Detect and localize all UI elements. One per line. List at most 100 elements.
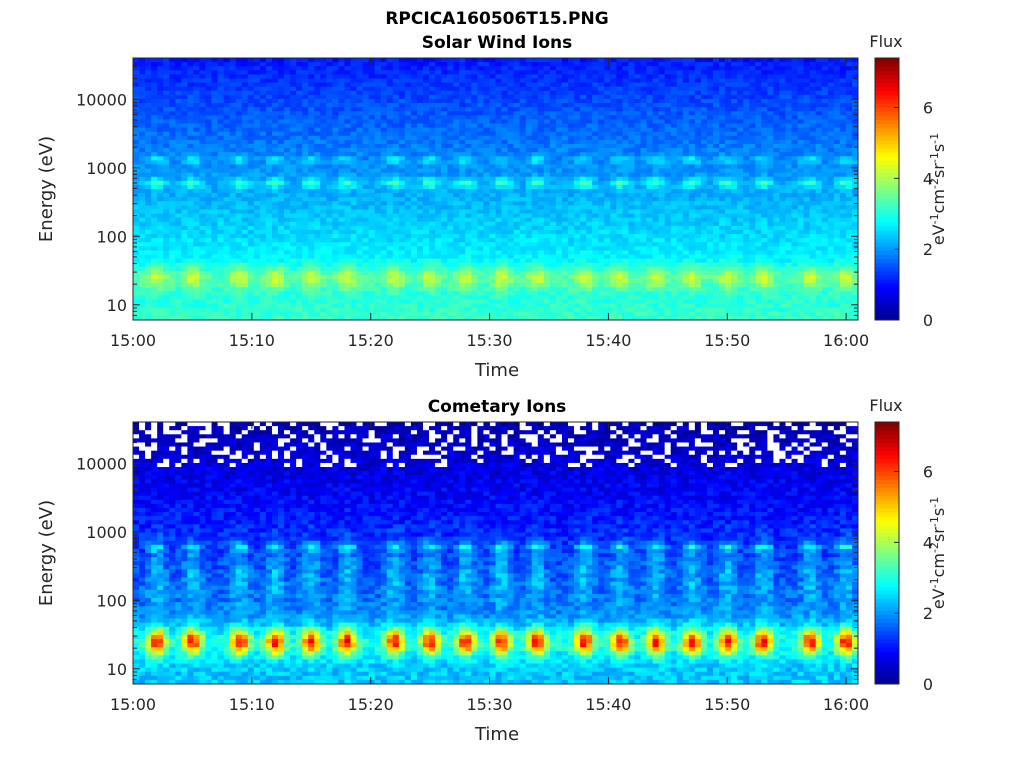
heatmap-cell [513,209,521,214]
heatmap-cell [241,287,249,292]
heatmap-cell [169,258,176,264]
heatmap-cell [247,303,255,309]
heatmap-cell [501,295,508,300]
heatmap-cell [574,115,581,120]
heatmap-cell [453,58,460,63]
heatmap-cell [525,238,533,243]
heatmap-cell [586,135,593,141]
heatmap-cell [537,205,545,210]
heatmap-cell [290,90,297,96]
heatmap-cell [586,152,593,157]
heatmap-cell [525,221,533,227]
heatmap-cell [429,250,436,255]
heatmap-cell [181,156,188,161]
heatmap-cell [471,143,478,149]
heatmap-cell [561,127,569,133]
heatmap-cell [531,119,539,124]
heatmap-cell [163,156,170,161]
heatmap-cell [181,254,188,259]
heatmap-cell [489,86,496,92]
heatmap-cell [139,303,146,309]
heatmap-cell [398,307,406,313]
heatmap-cell [592,213,599,219]
heatmap-cell [489,315,496,321]
heatmap-cell [531,217,539,223]
heatmap-cell [193,254,200,259]
heatmap-cell [296,172,303,178]
heatmap-cell [296,287,303,292]
heatmap-cell [169,62,176,67]
heatmap-cell [265,311,273,317]
heatmap-cell [537,238,545,243]
heatmap-cell [278,205,285,210]
heatmap-cell [344,311,351,317]
heatmap-cell [568,180,575,186]
heatmap-cell [241,283,249,288]
heatmap-cell [217,180,225,186]
heatmap-cell [235,250,243,255]
heatmap-cell [229,164,237,169]
heatmap-cell [163,107,170,112]
heatmap-cell [163,139,170,145]
heatmap-cell [513,205,521,210]
heatmap-cell [157,291,164,296]
heatmap-cell [519,82,527,88]
heatmap-cell [429,274,436,280]
heatmap-cell [537,152,545,157]
heatmap-cell [519,307,527,313]
heatmap-cell [356,62,363,67]
heatmap-cell [265,164,273,169]
heatmap-cell [386,78,394,83]
heatmap-cell [338,70,345,75]
heatmap-cell [314,184,321,190]
heatmap-cell [356,217,363,223]
heatmap-cell [537,107,545,112]
heatmap-cell [278,119,285,124]
heatmap-cell [574,254,581,259]
heatmap-cell [459,242,466,247]
heatmap-cell [525,111,533,116]
heatmap-cell [205,221,212,227]
heatmap-cell [477,234,484,239]
heatmap-cell [519,209,527,214]
heatmap-cell [163,307,170,313]
heatmap-cell [278,254,285,259]
heatmap-cell [139,98,146,104]
heatmap-cell [362,246,370,251]
heatmap-cell [398,189,406,194]
heatmap-cell [386,279,394,284]
heatmap-cell [537,307,545,313]
heatmap-cell [513,184,521,190]
heatmap-cell [555,111,563,116]
heatmap-cell [374,238,382,243]
heatmap-cell [193,156,200,161]
heatmap-cell [441,225,448,231]
heatmap-cell [374,221,382,227]
heatmap-cell [338,135,345,141]
heatmap-cell [290,205,297,210]
heatmap-cell [447,160,454,165]
heatmap-cell [374,205,382,210]
heatmap-cell [489,197,496,202]
heatmap-cell [549,234,557,239]
heatmap-cell [477,315,484,321]
heatmap-cell [543,131,551,137]
heatmap-cell [332,135,339,141]
heatmap-cell [284,90,291,96]
heatmap-cell [398,287,406,292]
heatmap-cell [290,168,297,174]
heatmap-cell [392,115,400,120]
heatmap-cell [429,307,436,313]
heatmap-cell [205,291,212,296]
heatmap-cell [374,180,382,186]
heatmap-cell [193,90,200,96]
heatmap-cell [374,123,382,128]
heatmap-cell [477,70,484,75]
heatmap-cell [404,295,412,300]
heatmap-cell [507,217,515,223]
heatmap-cell [507,160,515,165]
heatmap-cell [296,164,303,169]
heatmap-cell [241,254,249,259]
heatmap-cell [175,229,182,235]
heatmap-cell [447,197,454,202]
